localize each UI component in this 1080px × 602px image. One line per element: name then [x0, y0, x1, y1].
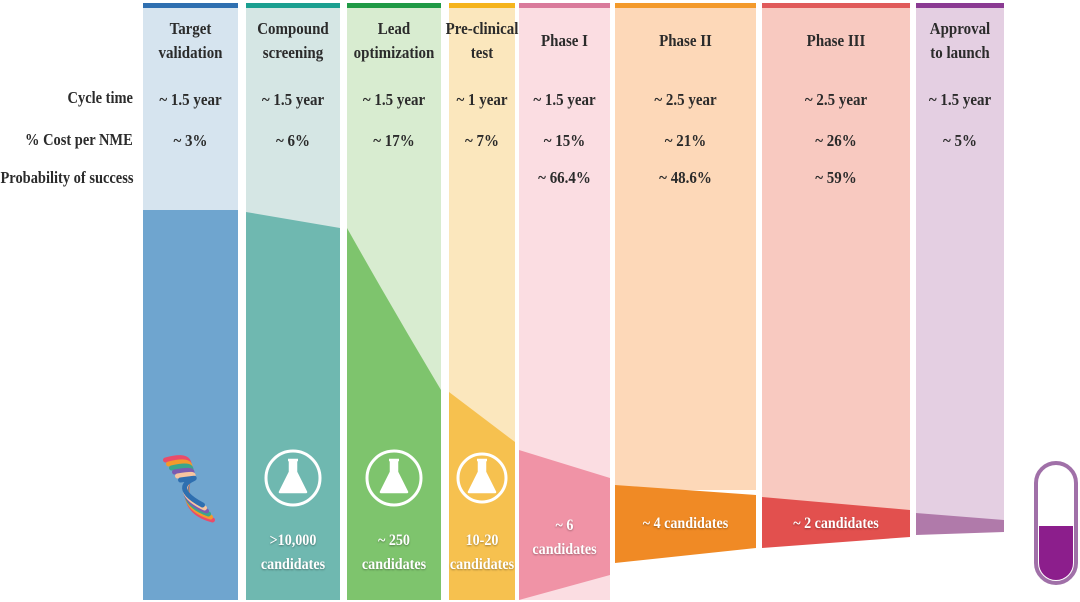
- funnel-segment: [916, 513, 1004, 535]
- funnel-segment: [615, 485, 756, 563]
- stage-title: Pre-clinical: [445, 19, 519, 38]
- stage-title-line2: validation: [158, 43, 223, 62]
- cycle-time-value: ~ 1.5 year: [928, 90, 992, 109]
- stage-top-bar: [246, 3, 340, 8]
- protein-structure-icon: [178, 475, 205, 508]
- stage-title: Compound: [257, 19, 329, 38]
- stage-title: Lead: [377, 19, 411, 38]
- funnel-segment: [347, 228, 441, 600]
- stage-title-line2: test: [470, 43, 494, 62]
- stage-top-bar: [916, 3, 1004, 8]
- stage-top-bar: [449, 3, 515, 8]
- stage-top-bar: [762, 3, 910, 8]
- candidate-count: ~ 6: [555, 517, 574, 534]
- probability-value: ~ 48.6%: [659, 168, 712, 187]
- flask-icon-circle: [365, 449, 423, 507]
- stage-title-line2: optimization: [353, 43, 435, 62]
- flask-icon-circle: [456, 452, 508, 504]
- stage-top-bar: [347, 3, 441, 8]
- cost-value: ~ 15%: [543, 131, 586, 150]
- candidate-count: ~ 4 candidates: [642, 515, 729, 532]
- cycle-time-value: ~ 1.5 year: [159, 90, 222, 109]
- cycle-time-value: ~ 1 year: [456, 90, 508, 109]
- cycle-time-value: ~ 1.5 year: [362, 90, 426, 109]
- row-label-cycle-time: Cycle time: [67, 88, 133, 107]
- cost-value: ~ 21%: [664, 131, 707, 150]
- cycle-time-value: ~ 2.5 year: [804, 90, 868, 109]
- stage-top-bar: [143, 3, 238, 8]
- funnel-segment: [246, 212, 340, 600]
- stage-column-background: [615, 8, 756, 490]
- probability-value: ~ 66.4%: [538, 168, 591, 187]
- stage-title: Target: [169, 19, 212, 38]
- stage-title: Approval: [929, 19, 991, 38]
- cost-value: ~ 6%: [276, 131, 310, 150]
- candidate-count: 10-20: [465, 532, 499, 549]
- candidate-count: ~ 250: [378, 532, 410, 549]
- funnel-segment: [519, 450, 610, 600]
- row-label-probability: Probability of success: [0, 168, 133, 187]
- stage-title: Phase II: [659, 31, 712, 50]
- cost-value: ~ 26%: [815, 131, 857, 150]
- candidate-count-line2: candidates: [532, 541, 597, 558]
- probability-value: ~ 59%: [815, 168, 857, 187]
- row-label-cost: % Cost per NME: [25, 130, 133, 149]
- cost-value: ~ 3%: [173, 131, 208, 150]
- candidate-count-line2: candidates: [260, 556, 326, 573]
- stage-title-line2: screening: [262, 43, 324, 62]
- flask-icon-circle: [264, 449, 322, 507]
- funnel-segment: [449, 392, 515, 600]
- candidate-count-line2: candidates: [361, 556, 427, 573]
- cost-value: ~ 17%: [373, 131, 415, 150]
- capsule-fill: [1039, 526, 1073, 580]
- stage-title-line2: to launch: [930, 43, 990, 62]
- flask-icon: [379, 458, 409, 494]
- cost-value: ~ 7%: [465, 131, 499, 150]
- candidate-count: >10,000: [269, 532, 317, 549]
- stage-title: Phase III: [806, 31, 866, 50]
- stage-top-bar: [519, 3, 610, 8]
- flask-icon: [278, 458, 308, 494]
- cycle-time-value: ~ 1.5 year: [533, 90, 596, 109]
- stage-title: Phase I: [541, 31, 588, 50]
- funnel-segment: [762, 497, 910, 548]
- candidate-count: ~ 2 candidates: [793, 515, 879, 532]
- cycle-time-value: ~ 1.5 year: [261, 90, 325, 109]
- funnel-segment: [143, 210, 238, 600]
- flask-icon: [467, 458, 497, 494]
- cycle-time-value: ~ 2.5 year: [654, 90, 717, 109]
- stage-top-bar: [615, 3, 756, 8]
- stage-column-background: [762, 8, 910, 510]
- cost-value: ~ 5%: [943, 131, 977, 150]
- candidate-count-line2: candidates: [449, 556, 515, 573]
- stage-column-background: [916, 8, 1004, 525]
